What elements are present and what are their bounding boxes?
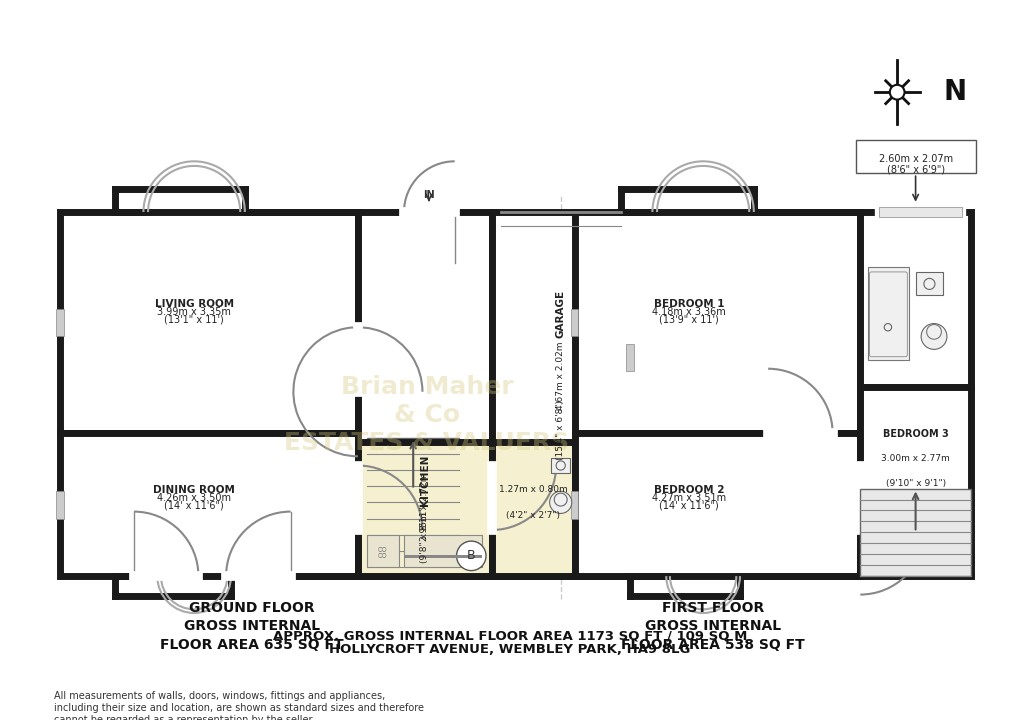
Text: HOLLYCROFT AVENUE, WEMBLEY PARK, HA9 8LG: HOLLYCROFT AVENUE, WEMBLEY PARK, HA9 8LG bbox=[329, 644, 690, 657]
Bar bbox=[358, 212, 491, 576]
Bar bbox=[877, 207, 961, 217]
Text: ○○
○○: ○○ ○○ bbox=[378, 546, 387, 557]
Bar bbox=[404, 555, 482, 558]
Bar bbox=[358, 443, 491, 576]
Text: (13'9" x 11'): (13'9" x 11') bbox=[658, 315, 718, 325]
Bar bbox=[56, 309, 64, 336]
Text: 4.27m x 3.51m: 4.27m x 3.51m bbox=[651, 492, 726, 503]
Text: GROUND FLOOR
GROSS INTERNAL
FLOOR AREA 635 SQ FT: GROUND FLOOR GROSS INTERNAL FLOOR AREA 6… bbox=[160, 601, 343, 652]
Bar bbox=[915, 272, 943, 295]
Text: (9'10" x 9'1"): (9'10" x 9'1") bbox=[884, 479, 945, 488]
Bar bbox=[893, 208, 929, 216]
Bar bbox=[367, 438, 459, 567]
Text: (15'4" x 6'8"): (15'4" x 6'8") bbox=[555, 400, 565, 461]
Bar bbox=[491, 212, 629, 576]
Text: GARAGE: GARAGE bbox=[555, 290, 566, 338]
Text: IN: IN bbox=[423, 190, 434, 200]
Bar bbox=[56, 491, 64, 518]
Text: 1.27m x 0.80m: 1.27m x 0.80m bbox=[498, 485, 567, 494]
Text: (14' x 11'6"): (14' x 11'6") bbox=[164, 501, 224, 511]
Text: LIVING ROOM: LIVING ROOM bbox=[155, 300, 233, 309]
Bar bbox=[859, 212, 970, 387]
Text: (14' x 11'6"): (14' x 11'6") bbox=[658, 501, 718, 511]
Bar bbox=[574, 212, 859, 433]
Text: B: B bbox=[467, 549, 475, 562]
Bar bbox=[626, 344, 633, 372]
Text: 2.60m x 2.07m: 2.60m x 2.07m bbox=[877, 153, 952, 163]
Text: KITCHEN: KITCHEN bbox=[420, 454, 429, 505]
Bar bbox=[60, 433, 358, 576]
Text: (8'6" x 6'9"): (8'6" x 6'9") bbox=[886, 165, 944, 175]
Bar bbox=[859, 387, 970, 576]
Text: DINING ROOM: DINING ROOM bbox=[153, 485, 234, 495]
Text: All measurements of walls, doors, windows, fittings and appliances,
including th: All measurements of walls, doors, window… bbox=[54, 691, 423, 720]
Bar bbox=[367, 535, 399, 567]
Text: (4'2" x 2'7"): (4'2" x 2'7") bbox=[505, 511, 559, 521]
Text: N: N bbox=[943, 78, 965, 106]
Text: FIRST FLOOR
GROSS INTERNAL
FLOOR AREA 538 SQ FT: FIRST FLOOR GROSS INTERNAL FLOOR AREA 53… bbox=[621, 601, 804, 652]
Bar bbox=[404, 535, 482, 567]
Bar bbox=[60, 212, 358, 433]
Circle shape bbox=[889, 85, 904, 99]
Text: Brian Maher
& Co
ESTATES & VALUERS: Brian Maher & Co ESTATES & VALUERS bbox=[284, 375, 569, 454]
Bar bbox=[571, 491, 578, 518]
Bar bbox=[859, 489, 970, 576]
Circle shape bbox=[549, 491, 572, 513]
Text: APPROX. GROSS INTERNAL FLOOR AREA 1173 SQ FT / 109 SQ M: APPROX. GROSS INTERNAL FLOOR AREA 1173 S… bbox=[272, 629, 747, 642]
Text: 4.26m x 3.50m: 4.26m x 3.50m bbox=[157, 492, 231, 503]
Text: 4.18m x 3.36m: 4.18m x 3.36m bbox=[651, 307, 725, 317]
Circle shape bbox=[457, 541, 486, 570]
Bar bbox=[551, 458, 570, 473]
Text: 2.95m x 2.72m: 2.95m x 2.72m bbox=[420, 472, 429, 541]
Bar bbox=[574, 433, 859, 576]
Text: 3.00m x 2.77m: 3.00m x 2.77m bbox=[880, 454, 949, 464]
Text: 3.99m x 3.35m: 3.99m x 3.35m bbox=[157, 307, 231, 317]
Text: 4.67m x 2.02m: 4.67m x 2.02m bbox=[555, 341, 565, 410]
Text: BEDROOM 3: BEDROOM 3 bbox=[881, 429, 948, 439]
Bar bbox=[571, 309, 578, 336]
Bar bbox=[491, 443, 574, 576]
Text: BEDROOM 2: BEDROOM 2 bbox=[653, 485, 723, 495]
Circle shape bbox=[920, 323, 946, 349]
Bar bbox=[867, 267, 908, 359]
Text: (9'8" x 8'11"): (9'8" x 8'11") bbox=[420, 503, 429, 564]
Text: BEDROOM 1: BEDROOM 1 bbox=[653, 300, 723, 309]
Bar bbox=[855, 140, 974, 174]
Text: (13'1" x 11'): (13'1" x 11') bbox=[164, 315, 224, 325]
